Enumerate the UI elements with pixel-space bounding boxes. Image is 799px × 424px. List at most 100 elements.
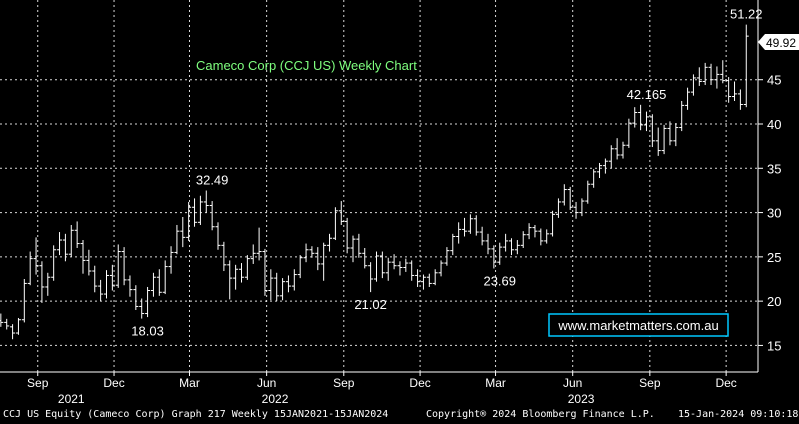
x-tick-label-month: Jun [563,376,582,390]
ohlc-bar [550,210,556,237]
ohlc-bar [655,127,661,156]
ohlc-bar [685,87,691,110]
ohlc-bar [643,111,649,132]
ohlc-bar [309,246,315,258]
x-tick-label-year: 2021 [58,392,85,406]
ohlc-bar [362,248,368,269]
ohlc-bar [27,251,33,286]
ohlc-bar [597,162,603,179]
ohlc-bar [567,186,573,210]
ohlc-bar [462,217,468,237]
ohlc-bar [250,244,256,264]
ohlc-bar [626,118,632,148]
ohlc-bar [10,324,16,340]
y-tick-label: 40 [767,117,781,132]
x-axis-ticks: Sep Dec Mar Jun Sep Dec Mar Jun Sep Dec 2021 2022 20… [27,372,737,406]
ohlc-bar [385,257,391,281]
ohlc-bar [608,145,614,169]
y-tick-label: 20 [767,294,781,309]
last-price-tag-bg [758,34,799,50]
price-annotation: 32.49 [196,173,229,188]
ohlc-bar [150,272,156,297]
ohlc-bar [508,238,514,256]
ohlc-bar [679,100,685,132]
ohlc-bar [45,272,51,296]
ohlc-bar [690,74,696,96]
price-annotation: 21.02 [354,297,387,312]
ohlc-bar [62,233,68,262]
price-annotation: 23.69 [483,273,516,288]
ohlc-bar [98,279,104,302]
ohlc-bar [344,217,350,254]
ohlc-bar [696,67,702,86]
ohlc-bar [373,251,379,282]
y-tick-label: 25 [767,250,781,265]
ohlc-bar [39,261,45,303]
ohlc-bar [274,272,280,302]
ohlc-bar [356,233,362,258]
ohlc-bar [33,237,39,275]
ohlc-bar [661,124,667,155]
ohlc-bar [15,317,21,335]
ohlc-bar [491,245,497,269]
x-tick-label-month: Mar [179,376,200,390]
ohlc-bar [0,313,4,327]
ohlc-bar [420,274,426,290]
y-tick-label: 45 [767,73,781,88]
ohlc-bar [156,269,162,296]
ohlc-bar [561,184,567,206]
ohlc-bar [21,279,27,323]
ohlc-bar [649,114,655,148]
ohlc-bar [162,260,168,295]
ohlc-bar [391,254,397,270]
ohlc-bar [80,240,86,274]
x-tick-label-month: Jun [257,376,276,390]
ohlc-bar [702,62,708,86]
footer-copyright: Copyright® 2024 Bloomberg Finance L.P. [426,409,655,420]
ohlc-bar [303,243,309,263]
x-tick-label-month: Dec [103,376,124,390]
ohlc-bar [638,104,644,131]
ohlc-bar [315,247,321,271]
ohlc-bar [92,265,98,293]
footer-security-info: CCJ US Equity (Cameco Corp) Graph 217 We… [3,409,389,420]
ohlc-bar [591,169,597,188]
ohlc-bar [233,264,239,290]
ohlc-bar [444,247,450,266]
ohlc-bar [485,233,491,255]
ohlc-bar [338,201,344,225]
ohlc-bar [526,223,532,240]
ohlc-bar [215,222,221,250]
y-tick-label: 35 [767,161,781,176]
ohlc-bar [186,201,192,241]
ohlc-bar [115,244,121,288]
last-price-value: 49.92 [766,36,796,50]
ohlc-bar [673,123,679,147]
ohlc-bar [497,242,503,265]
price-annotation: 18.03 [131,324,164,339]
price-annotation: 42.165 [627,87,667,102]
ohlc-bar [555,198,561,218]
ohlc-bar [291,269,297,291]
price-annotation: 51.22 [730,7,763,22]
ohlc-bar [127,275,133,297]
ohlc-bar [520,231,526,248]
y-tick-label: 30 [767,206,781,221]
ohlc-bar [403,258,409,272]
ohlc-bar [285,275,291,293]
ohlc-bar [133,285,139,310]
ohlc-bar [538,228,544,246]
last-price-tag: 49.92 [758,34,799,50]
ohlc-bar [732,81,738,101]
ohlc-bar [479,226,485,246]
x-tick-label-month: Sep [639,376,661,390]
ohlc-bar [579,198,585,217]
ohlc-bar [726,77,732,103]
ohlc-bar [221,241,227,272]
ohlc-bar [708,63,714,86]
ohlc-bar [51,245,57,281]
ohlc-bar [350,235,356,263]
watermark: www.marketmatters.com.au [548,313,729,337]
chart-title: Cameco Corp (CCJ US) Weekly Chart [196,58,417,73]
